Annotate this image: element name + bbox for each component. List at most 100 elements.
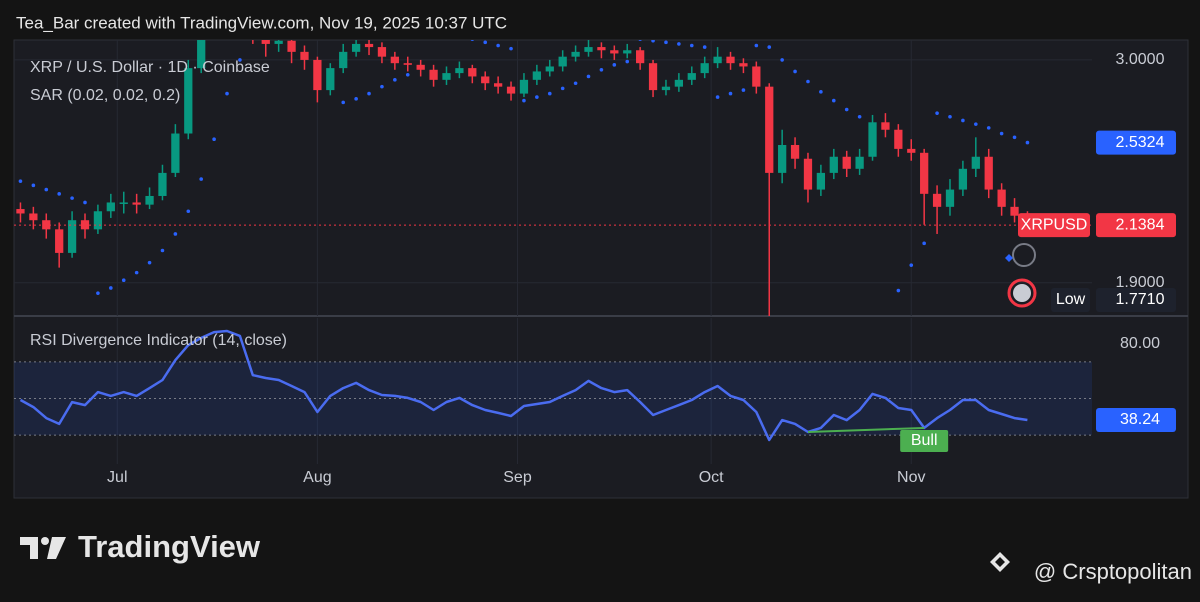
sar-dot (341, 100, 346, 105)
sar-dot (999, 131, 1004, 136)
candle-body (984, 156, 993, 190)
sar-dot (728, 91, 733, 96)
x-tick-label: Jul (107, 469, 127, 486)
sar-dot (857, 114, 862, 119)
rsi-legend: RSI Divergence Indicator (14, close) (30, 332, 287, 349)
divergence-label-box (900, 429, 949, 452)
sar-dot (147, 260, 152, 265)
price-label-text: 2.1384 (1116, 216, 1165, 233)
sar-dot (560, 86, 565, 91)
sar-dot (18, 179, 23, 183)
candle-body (623, 50, 632, 54)
sar-dot (70, 196, 74, 200)
sar-dot (819, 90, 823, 94)
candle-body (648, 63, 658, 91)
sar-dot (96, 291, 100, 295)
sar-dot (664, 40, 668, 45)
logo-dot (41, 537, 49, 545)
sar-dot (651, 40, 655, 43)
sar-dot (702, 45, 707, 49)
candle-body (119, 202, 128, 204)
sar-dot (625, 59, 630, 64)
sar-dot (173, 232, 178, 236)
sar-dot (677, 42, 681, 46)
divergence-label: Bull (911, 432, 938, 449)
sar-dot (1012, 135, 1017, 140)
candle-body (403, 63, 412, 65)
candle-body (765, 86, 774, 173)
candle-body (300, 51, 309, 60)
sar-dot (367, 91, 371, 96)
sar-dot (470, 40, 474, 42)
candle-body (894, 129, 903, 149)
candle-body (958, 168, 968, 190)
sar-dot (225, 91, 229, 96)
candle-body (636, 50, 645, 64)
flag-ring (1007, 278, 1037, 308)
x-tick-label: Aug (303, 469, 331, 486)
candle-body (506, 86, 516, 94)
sar-dot (405, 72, 410, 77)
sar-dot (212, 137, 216, 142)
sar-dot (573, 81, 578, 86)
candle-body (920, 152, 929, 194)
candle-body (377, 47, 387, 57)
candle-body (687, 73, 696, 80)
sar-dot (496, 43, 500, 48)
symbol-legend: XRP / U.S. Dollar · 1D · Coinbase (30, 59, 270, 76)
sar-dot (535, 95, 539, 99)
logo-mark (20, 537, 38, 559)
candle-body (455, 68, 464, 74)
candle-body (106, 202, 115, 212)
flag-icon (1007, 278, 1037, 308)
candle-body (326, 68, 335, 91)
candle-body (790, 144, 800, 159)
candle-body (416, 64, 425, 70)
candle-body (932, 193, 942, 207)
candle-body (55, 229, 64, 253)
candle-body (881, 122, 890, 130)
price-label-name-box (1051, 288, 1090, 312)
candle-body (481, 76, 490, 84)
price-label-name-box (1018, 213, 1090, 238)
sar-dot (160, 248, 165, 253)
sar-dot (547, 91, 552, 96)
candle-body (171, 133, 180, 173)
watermark-icon (990, 552, 1010, 572)
sar-dot (793, 69, 797, 74)
sar-dot (393, 78, 397, 82)
price-label-box (1096, 130, 1176, 155)
sar-dot (922, 241, 926, 246)
watermark-text: @ Crsptopolitan (1034, 559, 1192, 584)
candle-body (67, 220, 77, 253)
candle-body (584, 47, 593, 52)
candle-body (145, 195, 154, 205)
sar-dot (121, 278, 126, 283)
sar-dot (612, 63, 617, 67)
candle-body (468, 68, 477, 77)
sar-dot (109, 286, 113, 290)
y-tick-label: 3.0000 (1116, 51, 1165, 68)
sar-dot (638, 40, 642, 42)
rsi-line (19, 329, 1028, 442)
flag-face (1013, 284, 1031, 302)
candle-body (752, 66, 761, 87)
candle-body (351, 43, 361, 52)
candle-body (16, 209, 25, 214)
candle-body (1010, 206, 1019, 216)
candle-body (868, 122, 877, 157)
price-pane (14, 40, 1092, 316)
candle-body (971, 156, 980, 169)
logo-mark (47, 537, 66, 559)
value-label-box (1096, 408, 1176, 432)
sar-dot (844, 107, 849, 112)
candle-body (274, 40, 283, 44)
candle-body (519, 79, 529, 94)
candle-body (197, 40, 206, 69)
sar-legend: SAR (0.02, 0.02, 0.2) (30, 87, 180, 104)
sar-dot (83, 200, 87, 205)
candle-body (545, 66, 554, 72)
y-tick-label: 80.00 (1120, 335, 1160, 352)
